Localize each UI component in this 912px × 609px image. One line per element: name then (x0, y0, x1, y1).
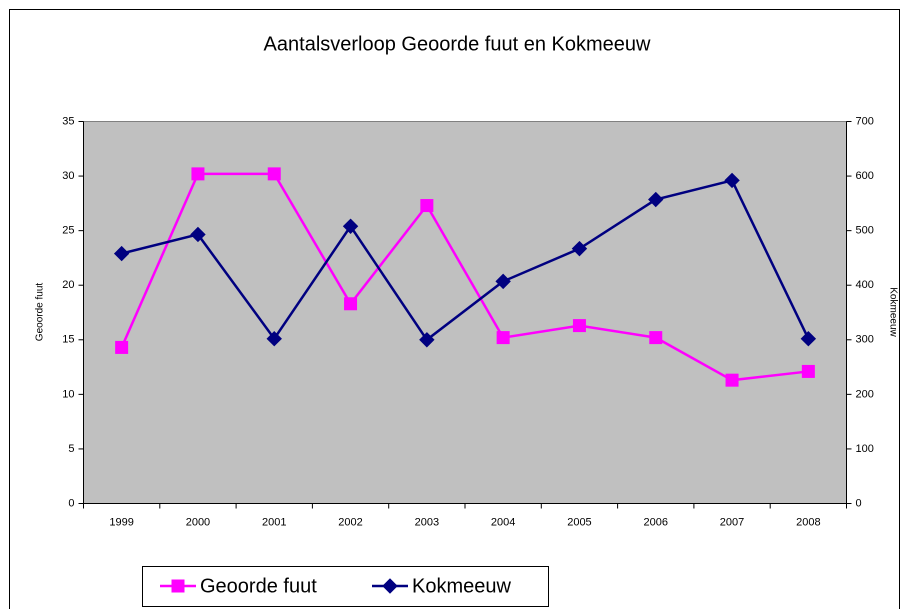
data-point (419, 332, 435, 348)
data-point (344, 297, 358, 311)
data-point (496, 331, 510, 345)
y2-tick-label: 600 (856, 170, 874, 182)
y-tick-label: 0 (68, 497, 74, 509)
y2-tick-label: 700 (856, 115, 874, 127)
y2-axis-label: Kokmeeuw (887, 287, 898, 337)
y2-tick-label: 400 (856, 279, 874, 291)
x-tick-label: 2001 (262, 516, 286, 528)
data-point (191, 167, 205, 181)
data-point (800, 330, 817, 347)
x-tick-label: 2003 (415, 516, 439, 528)
y-tick-label: 20 (62, 279, 74, 291)
x-tick-label: 2007 (720, 516, 744, 528)
data-point (266, 330, 282, 347)
y-tick-label: 5 (68, 443, 74, 455)
y2-tick-label: 0 (856, 497, 862, 509)
legend-marker (171, 579, 185, 593)
legend-label: Kokmeeuw (412, 575, 511, 597)
y-tick-label: 25 (62, 225, 74, 237)
y2-tick-label: 300 (856, 334, 874, 346)
series-line (121, 178, 810, 342)
data-point (115, 340, 129, 354)
y2-tick-label: 200 (856, 388, 874, 400)
legend-marker (382, 578, 398, 594)
x-tick-label: 2008 (796, 516, 820, 528)
data-point (572, 319, 586, 333)
data-point (190, 226, 206, 243)
y-axis-label: Geoorde fuut (35, 283, 46, 342)
y2-tick-label: 100 (856, 443, 874, 455)
data-point (571, 240, 588, 257)
y2-tick-label: 500 (856, 225, 874, 237)
data-point (649, 331, 663, 345)
y-tick-label: 10 (62, 388, 74, 400)
x-tick-label: 2002 (338, 516, 362, 528)
legend (142, 566, 549, 607)
x-tick-label: 2004 (491, 516, 515, 528)
data-point (420, 199, 434, 213)
y-tick-label: 15 (62, 334, 74, 346)
data-point (648, 191, 664, 208)
x-tick-label: 2005 (567, 516, 591, 528)
data-point (724, 172, 740, 189)
data-point (801, 364, 815, 378)
legend-label: Geoorde fuut (200, 575, 317, 597)
data-point (267, 167, 281, 181)
data-point (725, 373, 739, 387)
data-point (342, 218, 359, 234)
data-point (113, 245, 130, 262)
x-tick-label: 2000 (186, 516, 210, 528)
series-line (120, 172, 809, 382)
y-tick-label: 35 (62, 115, 74, 127)
y-tick-label: 30 (62, 170, 74, 182)
plot-area (83, 121, 847, 504)
x-tick-label: 1999 (109, 516, 133, 528)
data-point (495, 273, 511, 290)
chart-title: Aantalsverloop Geoorde fuut en Kokmeeuw (264, 33, 651, 55)
x-tick-label: 2006 (644, 516, 668, 528)
